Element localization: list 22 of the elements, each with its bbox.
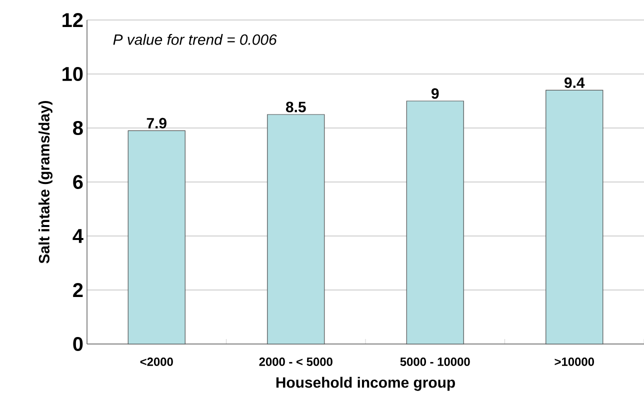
data-label: 9	[431, 88, 439, 99]
data-label: 9.4	[564, 77, 585, 88]
y-tick-label: 4	[72, 229, 84, 243]
y-tick-label: 10	[62, 66, 83, 82]
y-tick-label: 8	[73, 120, 83, 136]
x-axis-title: Household income group	[276, 376, 455, 391]
x-tick-label: 5000 - 10000	[400, 358, 470, 366]
x-tick-label: 2000 - < 5000	[259, 358, 332, 366]
bar	[406, 100, 464, 344]
data-label: 8.5	[286, 102, 306, 112]
bar	[546, 90, 604, 344]
y-tick-label: 2	[73, 283, 83, 297]
bar	[267, 114, 325, 344]
y-tick-label: 12	[62, 13, 83, 27]
x-tick-label: <2000	[140, 358, 173, 366]
y-axis-title: Salt intake (grams/day)	[38, 100, 52, 264]
data-label: 7.9	[146, 118, 166, 128]
y-tick-label: 6	[73, 174, 83, 190]
y-tick-label: 0	[73, 336, 83, 352]
annotation: P value for trend = 0.006	[113, 34, 277, 45]
x-tick-label: >10000	[554, 358, 594, 366]
bar	[128, 130, 186, 344]
